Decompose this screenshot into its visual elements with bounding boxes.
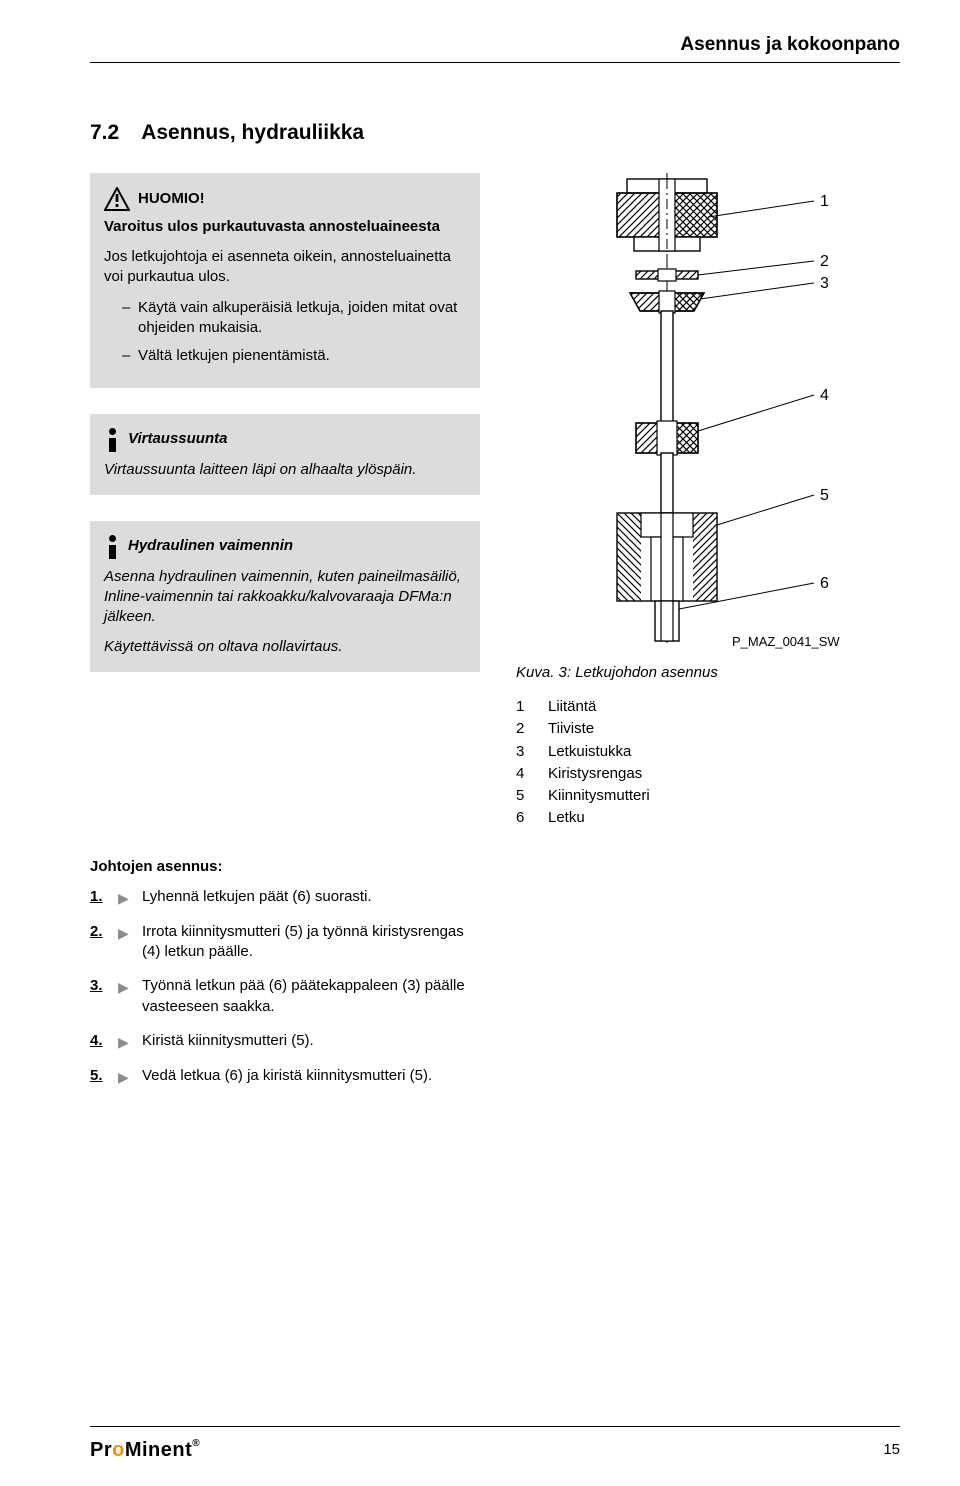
legend-row: 3Letkuistukka [516,742,900,762]
caution-list: Käytä vain alkuperäisiä letkuja, joiden … [104,298,466,367]
info-body: Asenna hydraulinen vaimennin, kuten pai­… [104,567,466,628]
step-number: 3. [90,976,112,996]
page-number: 15 [883,1440,900,1460]
right-column: 1 2 3 4 5 6 P_MAZ_0041_SW Kuva. 3: Letku… [516,173,900,831]
step-item: 5. ▶ Vedä letkua (6) ja kiristä kiinnity… [90,1066,900,1087]
step-item: 2. ▶ Irrota kiinnitysmutteri (5) ja työn… [90,922,900,963]
callout-5: 5 [820,485,829,507]
info-box-damper: Hydraulinen vaimennin Asenna hydraulinen… [90,521,480,672]
warning-icon [104,187,130,211]
step-number: 4. [90,1031,112,1051]
info-title: Hydraulinen vaimennin [128,535,293,556]
legend-row: 4Kiristysrengas [516,764,900,784]
section-title: Asennus, hydrauliikka [141,121,364,144]
step-item: 4. ▶ Kiristä kiinnitysmutteri (5). [90,1031,900,1052]
info-icon [104,428,120,452]
info-icon [104,535,120,559]
list-item: Käytä vain alkuperäisiä letkuja, joiden … [122,298,466,339]
callout-3: 3 [820,273,829,295]
step-arrow-icon: ▶ [118,889,136,908]
callout-2: 2 [820,251,829,273]
section-heading: 7.2 Asennus, hydrauliikka [90,119,900,147]
step-arrow-icon: ▶ [118,1033,136,1052]
callout-6: 6 [820,573,829,595]
step-text: Lyhennä letkujen päät (6) suorasti. [142,887,472,907]
rule-top [90,62,900,63]
step-text: Vedä letkua (6) ja kiristä kiinnitysmutt… [142,1066,472,1086]
steps-list: 1. ▶ Lyhennä letkujen päät (6) suorasti.… [90,887,900,1087]
figure-legend: 1Liitäntä 2Tiiviste 3Letkuistukka 4Kiris… [516,697,900,829]
figure-caption: Kuva. 3: Letkujohdon asennus [516,663,900,683]
caution-box: HUOMIO! Varoitus ulos purkautuvasta anno… [90,173,480,389]
step-text: Irrota kiinnitysmutteri (5) ja työnnä ki… [142,922,472,963]
step-arrow-icon: ▶ [118,1068,136,1087]
legend-row: 2Tiiviste [516,719,900,739]
left-column: HUOMIO! Varoitus ulos purkautuvasta anno… [90,173,480,831]
figure-hose-assembly: 1 2 3 4 5 6 P_MAZ_0041_SW [522,173,882,653]
legend-row: 5Kiinnitysmutteri [516,786,900,806]
caution-paragraph: Jos letkujohtoja ei asenneta oikein, ann… [104,247,466,288]
list-item: Vältä letkujen pienentämistä. [122,346,466,366]
info-body: Virtaussuunta laitteen läpi on alhaalta … [104,460,466,480]
info-box-flow: Virtaussuunta Virtaussuunta laitteen läp… [90,414,480,494]
step-number: 2. [90,922,112,942]
step-item: 3. ▶ Työnnä letkun pää (6) päätekappalee… [90,976,900,1017]
step-arrow-icon: ▶ [118,924,136,943]
callout-4: 4 [820,385,829,407]
page-footer: ProMinent® 15 [90,1426,900,1464]
step-text: Kiristä kiinnitysmutteri (5). [142,1031,472,1051]
info-title: Virtaussuunta [128,428,227,449]
callout-1: 1 [820,191,829,213]
caution-subtitle: Varoitus ulos purkautuvasta annosteluai­… [104,217,466,237]
rule-bottom [90,1426,900,1427]
legend-row: 6Letku [516,808,900,828]
running-header: Asennus ja kokoonpano [90,32,900,58]
steps-heading: Johtojen asennus: [90,857,900,877]
section-number: 7.2 [90,119,119,147]
legend-row: 1Liitäntä [516,697,900,717]
brand-logo: ProMinent® [90,1437,200,1464]
figure-ref: P_MAZ_0041_SW [732,633,840,651]
info-body: Käytettävissä on oltava nollavirtaus. [104,637,466,657]
step-text: Työnnä letkun pää (6) päätekappaleen (3)… [142,976,472,1017]
step-number: 1. [90,887,112,907]
caution-label: HUOMIO! [138,189,205,209]
step-number: 5. [90,1066,112,1086]
step-arrow-icon: ▶ [118,978,136,997]
step-item: 1. ▶ Lyhennä letkujen päät (6) suorasti. [90,887,900,908]
